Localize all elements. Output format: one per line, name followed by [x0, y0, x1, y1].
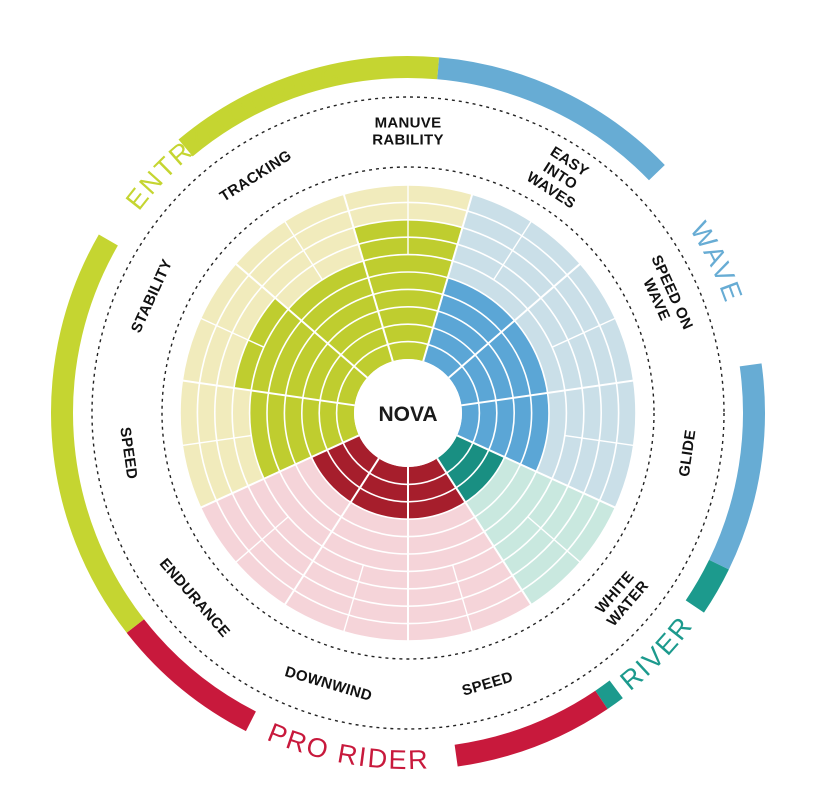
category-label: SPEED ONWAVE: [632, 253, 696, 340]
category-label: MANUVE RABILITY: [372, 115, 444, 149]
category-label: STABILITY: [128, 257, 176, 336]
value-bar: [408, 458, 466, 520]
center-hole: [354, 359, 462, 467]
group-label-path: PRO RIDER: [264, 717, 429, 775]
grid-spoke: [456, 434, 616, 509]
category-label-line: TRACKING: [217, 147, 295, 205]
group-label-path: WAVE: [684, 216, 747, 306]
category-label-line: SPEED: [460, 669, 515, 700]
group-ring-segment: [685, 559, 729, 613]
category-label-line: ENDURANCE: [156, 555, 233, 641]
group-ring-segment: [709, 363, 765, 570]
grid-spoke-minor: [551, 317, 616, 348]
grid-spoke: [342, 193, 394, 362]
grid-spoke-minor: [284, 220, 323, 281]
category-label: ENDURANCE: [156, 555, 233, 641]
grid-spoke: [461, 379, 634, 407]
grid-spoke-minor: [493, 220, 532, 281]
group-ring-segment: [126, 619, 256, 732]
grid-spoke: [235, 262, 368, 379]
group-label: RIVER: [614, 610, 698, 696]
category-label: SPEED: [460, 669, 515, 700]
grid-spoke-minor: [564, 434, 634, 447]
grid-spoke-minor: [527, 516, 581, 563]
group-label-path: RIVER: [614, 610, 696, 696]
category-label: GLIDE: [676, 429, 700, 478]
value-bar: [288, 261, 393, 378]
grid-spoke: [448, 262, 581, 379]
center-title: NOVA: [378, 403, 437, 426]
category-label: WHITEWATER: [591, 566, 652, 630]
grid-spoke-minor: [451, 564, 473, 632]
grid-lines: [179, 184, 637, 642]
category-label-line: GLIDE: [676, 429, 700, 478]
dashed-rings: [91, 96, 725, 730]
group-label: PRO RIDER: [264, 717, 431, 775]
outer-group-ring: [51, 56, 765, 767]
category-label: SPEED: [116, 426, 140, 480]
grid-spoke-minor: [200, 317, 265, 348]
grid-spoke: [283, 457, 380, 606]
grid-spoke: [422, 193, 474, 362]
category-label-line: DOWNWIND: [283, 663, 374, 705]
category-label: TRACKING: [217, 147, 295, 205]
group-ring-segment: [51, 234, 145, 633]
dashed-ring: [161, 166, 655, 660]
group-ring-segment: [454, 690, 608, 767]
value-bar: [350, 458, 408, 520]
group-ring-segment: [595, 680, 623, 709]
category-label: EASYINTOWAVES: [523, 140, 596, 212]
grid-spoke: [436, 457, 533, 606]
grid-spoke: [200, 434, 360, 509]
category-label-line: MANUVE: [375, 115, 442, 132]
category-label: DOWNWIND: [283, 663, 374, 705]
category-label-line: STABILITY: [128, 257, 176, 336]
grid-spoke-minor: [235, 516, 289, 563]
grid-spoke-minor: [182, 434, 252, 447]
value-bar: [353, 219, 463, 362]
category-label-line: SPEED: [116, 426, 140, 480]
group-ring-segment: [178, 56, 440, 157]
grid-spoke: [182, 379, 355, 407]
group-ring-segment: [437, 57, 665, 181]
grid-spoke-minor: [343, 564, 365, 632]
category-label-line: RABILITY: [372, 132, 444, 149]
group-label: WAVE: [684, 216, 749, 306]
dashed-ring: [91, 96, 725, 730]
